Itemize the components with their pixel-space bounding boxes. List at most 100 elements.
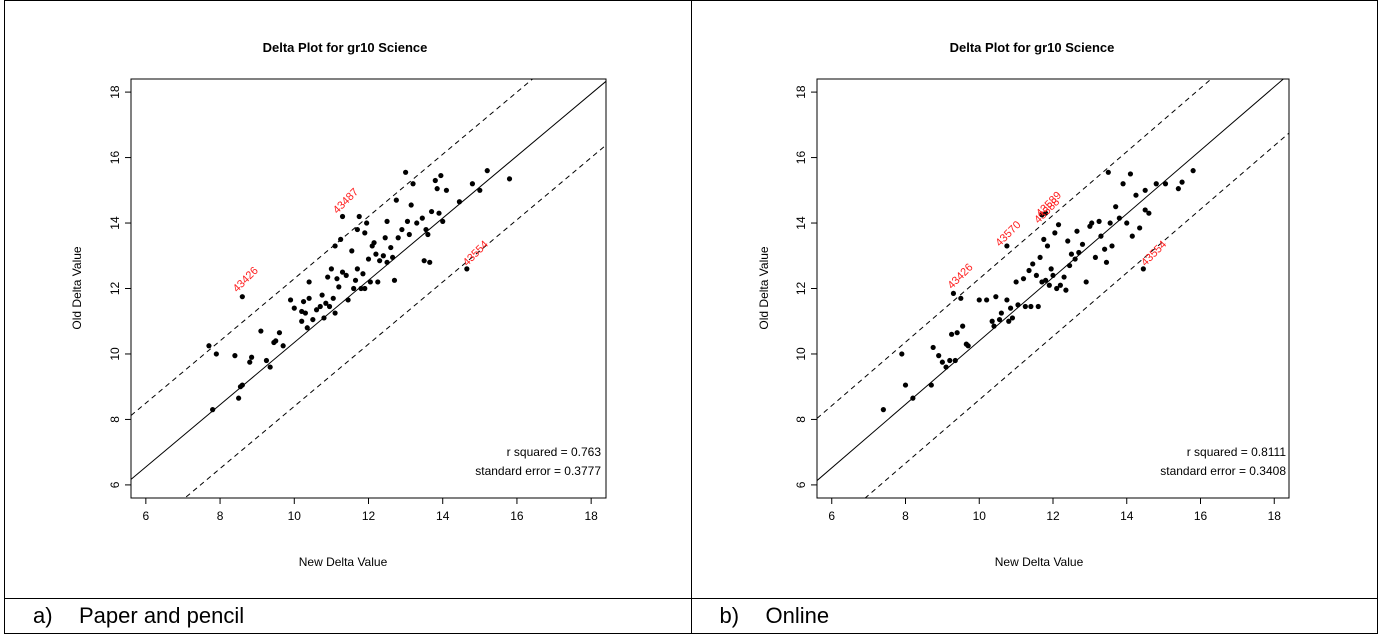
data-point [1050,273,1055,278]
data-point [206,343,211,348]
data-point [258,328,263,333]
data-point [240,294,245,299]
data-point [384,219,389,224]
data-point [1028,304,1033,309]
data-point [1175,186,1180,191]
data-point [1065,238,1070,243]
y-axis-label: Old Delta Value [757,246,771,329]
data-point [1007,306,1012,311]
x-tick-label: 6 [143,509,150,523]
data-point [390,255,395,260]
caption-letter: b) [692,603,766,629]
data-point [281,343,286,348]
data-point [1057,283,1062,288]
x-tick-label: 14 [436,509,450,523]
x-tick-label: 18 [584,509,598,523]
data-point [1129,234,1134,239]
y-tick-label: 12 [794,282,808,296]
figure-table: Delta Plot for gr10 Science New Delta Va… [4,0,1378,634]
data-point [333,243,338,248]
bound-line [817,12,1289,418]
data-point [1061,274,1066,279]
data-point [318,304,323,309]
y-axis-label: Old Delta Value [70,246,84,329]
x-tick-label: 16 [1193,509,1207,523]
x-tick-label: 8 [902,509,909,523]
data-point [427,260,432,265]
data-point [240,382,245,387]
caption-letter: a) [5,603,79,629]
data-point [349,248,354,253]
data-point [1043,278,1048,283]
data-point [1052,230,1057,235]
data-point [485,168,490,173]
data-point [1162,181,1167,186]
data-point [301,299,306,304]
data-point [1022,304,1027,309]
outlier-label: 43487 [331,186,361,216]
outlier-label: 43554 [461,239,491,269]
data-point [1055,222,1060,227]
data-point [268,364,273,369]
bound-line [131,145,606,543]
data-point [371,240,376,245]
data-point [405,219,410,224]
data-point [948,332,953,337]
data-point [310,317,315,322]
data-point [1063,288,1068,293]
x-axis-label: New Delta Value [299,555,388,569]
plot-frame [817,79,1289,498]
data-point [1116,216,1121,221]
x-tick-label: 6 [828,509,835,523]
data-point [928,382,933,387]
r-squared-text: r squared = 0.8111 [1186,445,1286,459]
data-point [277,330,282,335]
data-point [989,319,994,324]
data-point [910,396,915,401]
data-point [899,351,904,356]
data-point [366,256,371,261]
data-point [210,407,215,412]
data-point [214,351,219,356]
x-tick-label: 14 [1120,509,1134,523]
y-tick-label: 16 [108,151,122,165]
data-point [1033,273,1038,278]
data-point [1127,171,1132,176]
y-tick-label: 12 [108,282,122,296]
data-point [477,188,482,193]
data-point [936,353,941,358]
plot-cell-a: Delta Plot for gr10 Science New Delta Va… [5,1,692,599]
data-point [264,358,269,363]
data-point [232,353,237,358]
data-point [331,296,336,301]
y-tick-label: 8 [108,416,122,423]
data-point [1037,255,1042,260]
y-tick-label: 10 [794,347,808,361]
data-point [345,297,350,302]
data-point [414,220,419,225]
data-point [351,286,356,291]
data-point [303,310,308,315]
data-point [334,276,339,281]
data-point [976,297,981,302]
data-point [409,202,414,207]
data-point [1035,304,1040,309]
y-tick-label: 10 [108,347,122,361]
data-point [1066,263,1071,268]
data-point [1076,250,1081,255]
data-point [880,407,885,412]
y-tick-label: 14 [794,216,808,230]
data-point [383,235,388,240]
data-point [947,358,952,363]
data-point [360,271,365,276]
data-point [329,266,334,271]
data-point [1124,220,1129,225]
caption-cell-a: a) Paper and pencil [5,599,692,634]
y-tick-label: 18 [108,85,122,99]
data-point [1041,237,1046,242]
data-point [507,176,512,181]
chart-title: Delta Plot for gr10 Science [263,40,428,55]
x-tick-label: 10 [288,509,302,523]
standard-error-text: standard error = 0.3408 [1160,464,1286,478]
data-point [1004,297,1009,302]
